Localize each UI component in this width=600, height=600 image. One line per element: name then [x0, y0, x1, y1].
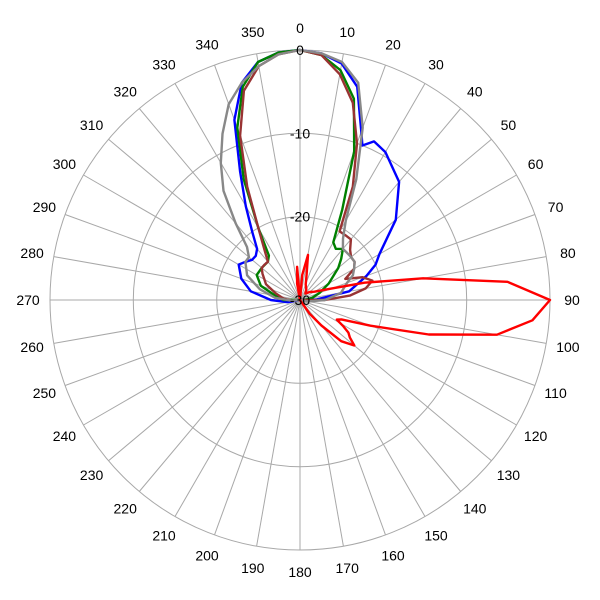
angle-gridline [299, 299, 426, 517]
angle-tick-label: 320 [114, 84, 138, 100]
angle-gridline [299, 299, 547, 344]
angle-tick-label: 310 [80, 117, 104, 133]
polar-grid [49, 49, 551, 551]
series-line-5 [295, 253, 552, 347]
series-line-4 [219, 48, 364, 303]
radial-tick-label: 0 [296, 42, 304, 58]
angle-gridline [108, 299, 301, 462]
angle-gridline [299, 64, 386, 301]
angle-tick-label: 260 [20, 339, 44, 355]
angle-tick-label: 80 [560, 245, 576, 261]
angle-tick-label: 150 [424, 528, 448, 544]
angle-gridline [299, 299, 462, 492]
angle-gridline [299, 174, 517, 301]
angle-tick-label: 70 [548, 199, 564, 215]
angle-tick-label: 30 [428, 56, 444, 72]
radial-tick-label: -10 [290, 125, 310, 141]
angle-tick-label: 190 [241, 560, 265, 576]
angle-gridline [299, 108, 462, 301]
angle-tick-label: 250 [33, 385, 57, 401]
angle-tick-label: 160 [381, 548, 405, 564]
angle-tick-label: 90 [564, 292, 580, 308]
radial-gridline [132, 132, 468, 468]
angle-gridline [53, 299, 301, 344]
series-line-1 [233, 48, 401, 304]
angle-gridline [299, 299, 492, 462]
angle-tick-label: 110 [544, 385, 567, 401]
radial-gridline [216, 216, 384, 384]
angle-gridline [299, 299, 536, 386]
radial-tick-label: -30 [290, 292, 310, 308]
angle-tick-label: 240 [53, 428, 77, 444]
angle-tick-label: 220 [114, 500, 138, 516]
angle-gridline [299, 299, 517, 426]
angle-tick-label: 290 [33, 199, 57, 215]
angle-tick-label: 180 [288, 564, 312, 580]
angle-gridline [214, 299, 301, 536]
angle-tick-label: 170 [336, 560, 360, 576]
angle-gridline [53, 256, 301, 301]
angle-tick-label: 10 [339, 24, 355, 40]
angle-tick-label: 120 [524, 428, 548, 444]
series-line-3 [238, 48, 374, 302]
angle-tick-label: 200 [195, 548, 219, 564]
angle-tick-label: 60 [528, 156, 544, 172]
angle-gridline [174, 299, 301, 517]
angle-tick-label: 210 [152, 528, 176, 544]
angle-gridline [174, 83, 301, 301]
angle-gridline [299, 83, 426, 301]
angle-gridline [138, 108, 301, 301]
series-layer [219, 48, 552, 347]
angle-gridline [138, 299, 301, 492]
angle-tick-label: 330 [152, 56, 176, 72]
angle-tick-label: 350 [241, 24, 265, 40]
angle-tick-label: 40 [467, 84, 483, 100]
angle-gridline [256, 299, 301, 547]
angle-gridline [64, 299, 301, 386]
angle-gridline [299, 299, 344, 547]
angle-gridline [299, 214, 536, 301]
angle-tick-label: 20 [385, 36, 401, 52]
angle-tick-label: 0 [296, 20, 304, 36]
angle-tick-label: 280 [20, 245, 44, 261]
angle-gridline [83, 299, 301, 426]
angle-tick-label: 50 [501, 117, 517, 133]
angle-tick-label: 230 [80, 467, 104, 483]
radial-tick-label: -20 [290, 209, 310, 225]
angle-gridline [256, 53, 301, 301]
angle-tick-label: 100 [556, 339, 580, 355]
angle-tick-label: 340 [195, 36, 219, 52]
axis-labels: 0 10 20 30 40 50 60 70 80 90 100 110 120 130 140 150 160… [16, 20, 580, 580]
angle-tick-label: 270 [16, 292, 40, 308]
angle-tick-label: 140 [463, 500, 487, 516]
angle-tick-label: 130 [497, 467, 521, 483]
angle-gridline [108, 138, 301, 301]
angle-gridline [299, 299, 386, 536]
angle-tick-label: 300 [53, 156, 77, 172]
